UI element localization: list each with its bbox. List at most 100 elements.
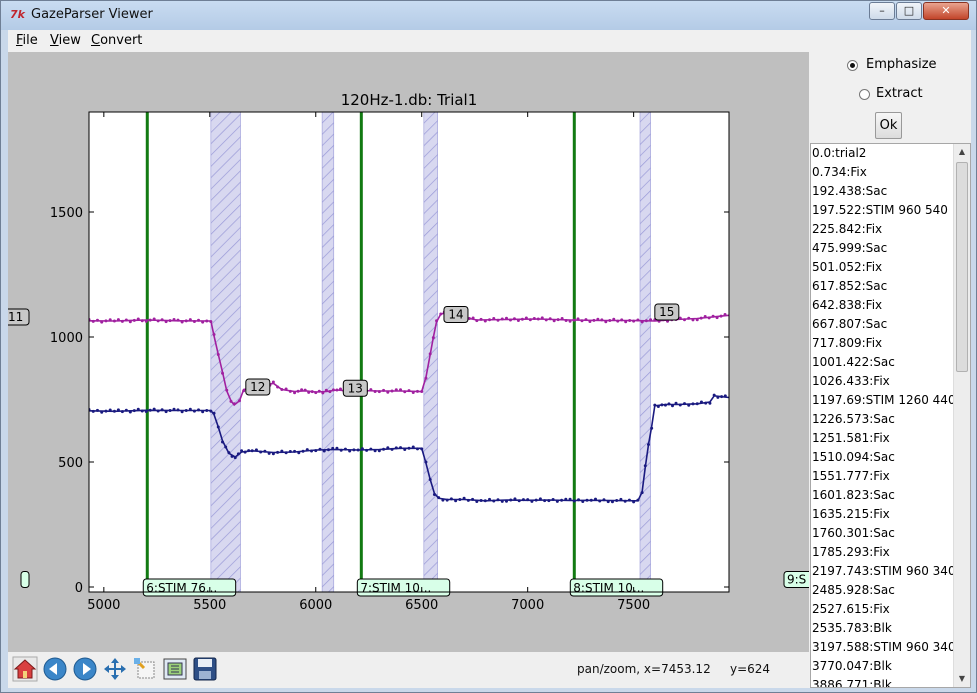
gaze-sample (716, 395, 720, 399)
gaze-sample (462, 496, 466, 500)
plot-canvas[interactable]: 120Hz-1.db: Trial1 12 13 14 15 6:STIM 76... 7:… (4, 52, 817, 652)
event-list-item[interactable]: 717.809:Fix (812, 336, 883, 350)
pan-icon[interactable] (102, 656, 128, 682)
event-list-item[interactable]: 501.052:Fix (812, 260, 883, 274)
gaze-sample (536, 317, 540, 321)
event-list-item[interactable]: 1635.215:Fix (812, 507, 890, 521)
gaze-sample (156, 319, 160, 323)
gaze-sample (188, 407, 192, 411)
gaze-sample (232, 402, 236, 406)
event-list-item[interactable]: 475.999:Sac (812, 241, 888, 255)
event-list-item[interactable]: 3197.588:STIM 960 340 (812, 640, 956, 654)
gaze-sample (352, 448, 356, 452)
emphasize-radio[interactable] (847, 60, 858, 71)
event-list-item[interactable]: 197.522:STIM 960 540 (812, 203, 948, 217)
gaze-sample (112, 409, 116, 413)
event-list-item[interactable]: 1601.823:Sac (812, 488, 895, 502)
event-list-item[interactable]: 1785.293:Fix (812, 545, 890, 559)
gaze-sample (636, 318, 640, 322)
gaze-sample (646, 443, 650, 446)
gaze-sample (314, 391, 318, 395)
event-label: 14 (448, 308, 463, 322)
chart-title: 120Hz-1.db: Trial1 (341, 91, 478, 109)
event-list-item[interactable]: 2527.615:Fix (812, 602, 890, 616)
gaze-sample (403, 390, 407, 394)
event-list-item[interactable]: 1001.422:Sac (812, 355, 895, 369)
event-list-item[interactable]: 1551.777:Fix (812, 469, 890, 483)
event-list-item[interactable]: 1026.433:Fix (812, 374, 890, 388)
gaze-sample (577, 498, 581, 502)
gaze-chart[interactable]: 120Hz-1.db: Trial1 12 13 14 15 6:STIM 76... 7:… (4, 52, 817, 652)
scroll-down-icon[interactable]: ▼ (958, 674, 966, 683)
gaze-sample (428, 352, 432, 356)
gaze-sample (640, 491, 644, 495)
gaze-sample (620, 318, 624, 322)
gaze-sample (160, 318, 164, 322)
gaze-sample (431, 336, 435, 340)
window-title: GazeParser Viewer (31, 7, 153, 22)
gaze-sample (540, 316, 544, 320)
menu-convert[interactable]: Convert (91, 33, 143, 48)
gaze-sample (653, 403, 657, 407)
gaze-sample (604, 320, 608, 324)
menu-file[interactable]: File (16, 33, 38, 48)
event-list-item[interactable]: 1760.301:Sac (812, 526, 895, 540)
listbox-scrollbar[interactable]: ▲ ▼ (953, 144, 970, 687)
event-list-item[interactable]: 0.734:Fix (812, 165, 867, 179)
gaze-sample (606, 500, 610, 504)
gaze-sample (581, 500, 585, 504)
gaze-sample (140, 319, 144, 323)
maximize-button[interactable]: □ (896, 2, 922, 20)
configure-icon[interactable] (162, 656, 188, 682)
event-list-item[interactable]: 3886.771:Blk (812, 678, 892, 688)
event-list-item[interactable]: 3770.047:Blk (812, 659, 892, 673)
gaze-sample (331, 388, 335, 392)
event-label: 13 (348, 381, 363, 395)
gaze-sample (584, 318, 588, 322)
zoom-icon[interactable] (132, 656, 158, 682)
gaze-sample (242, 389, 246, 393)
event-list-item[interactable]: 617.852:Sac (812, 279, 888, 293)
gaze-sample (318, 447, 322, 451)
gaze-sample (678, 316, 682, 320)
title-bar[interactable]: 7k GazeParser Viewer – □ ✕ (1, 1, 976, 30)
event-list-item[interactable]: 1251.581:Fix (812, 431, 890, 445)
event-list-item[interactable]: 2535.783:Blk (812, 621, 892, 635)
close-button[interactable]: ✕ (923, 2, 969, 20)
gaze-sample (373, 449, 377, 453)
ok-button[interactable]: Ok (875, 112, 902, 139)
gaze-sample (338, 387, 342, 391)
gaze-sample (335, 388, 339, 392)
forward-icon[interactable] (72, 656, 98, 682)
gaze-sample (120, 319, 124, 323)
save-icon[interactable] (192, 656, 218, 682)
event-list-item[interactable]: 667.807:Sac (812, 317, 888, 331)
event-listbox[interactable]: 0.0:trial2 0.734:Fix 192.438:Sac 197.522:ST… (810, 143, 971, 688)
plot-area (89, 112, 729, 592)
event-list-item[interactable]: 225.842:Fix (812, 222, 883, 236)
gaze-sample (627, 498, 631, 502)
home-icon[interactable] (12, 656, 38, 682)
event-list-item[interactable]: 0.0:trial2 (812, 146, 867, 160)
event-list-item[interactable]: 642.838:Fix (812, 298, 883, 312)
gaze-sample (293, 449, 297, 453)
back-icon[interactable] (42, 656, 68, 682)
event-list-item[interactable]: 1226.573:Sac (812, 412, 895, 426)
extract-radio[interactable] (859, 89, 870, 100)
menu-view[interactable]: View (50, 33, 81, 48)
gaze-sample (445, 498, 449, 502)
event-list-item[interactable]: 2485.928:Sac (812, 583, 895, 597)
scroll-thumb[interactable] (956, 162, 968, 372)
event-list-item[interactable]: 1510.094:Sac (812, 450, 895, 464)
gaze-sample (513, 497, 517, 501)
gaze-sample (104, 319, 108, 323)
gaze-sample (280, 449, 284, 453)
event-list-item[interactable]: 1197.69:STIM 1260 440 (812, 393, 956, 407)
gaze-sample (164, 410, 168, 414)
event-list-item[interactable]: 2197.743:STIM 960 340 (812, 564, 956, 578)
event-list-item[interactable]: 192.438:Sac (812, 184, 888, 198)
gaze-sample (475, 499, 479, 503)
scroll-up-icon[interactable]: ▲ (958, 147, 966, 156)
gaze-sample (390, 447, 394, 451)
minimize-button[interactable]: – (869, 2, 895, 20)
